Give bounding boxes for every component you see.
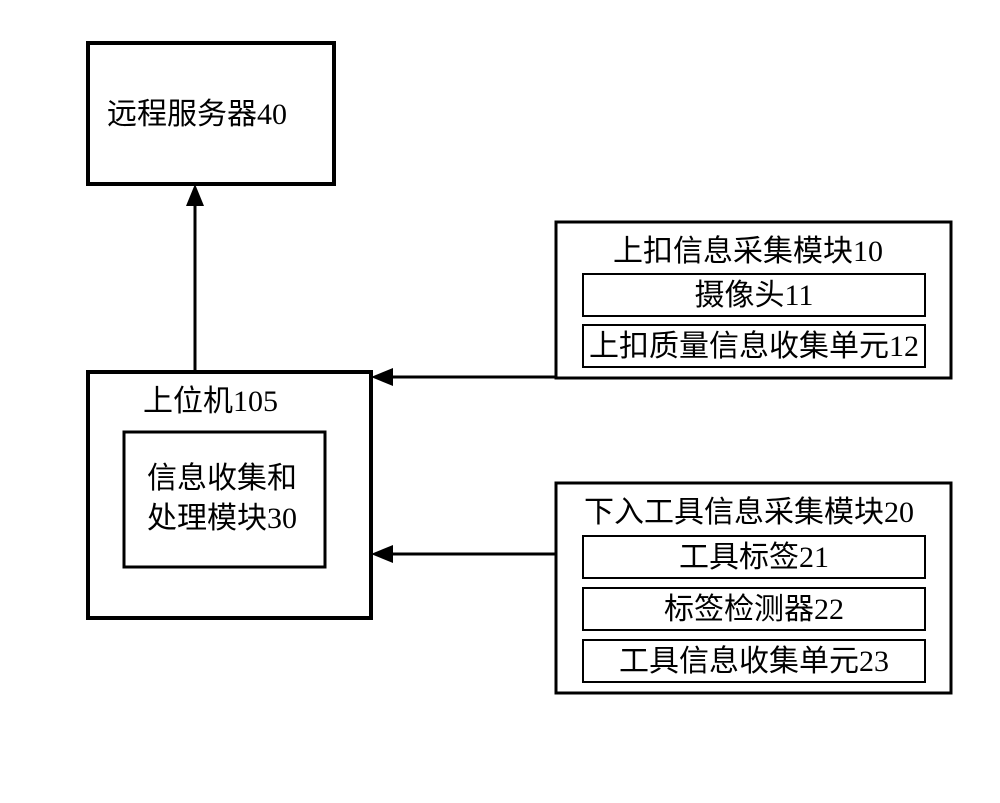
module10-item-1-label: 上扣质量信息收集单元12 <box>589 330 919 363</box>
edge-module10-to-host <box>371 368 556 386</box>
edge-module20-to-host <box>371 545 556 563</box>
info-module-box <box>124 432 325 567</box>
module10-title: 上扣信息采集模块10 <box>613 235 883 268</box>
info-module-label-2: 处理模块30 <box>147 502 297 535</box>
module20-item-0-label: 工具标签21 <box>679 541 829 574</box>
edge-host-to-remote <box>186 184 204 372</box>
remote-server-label: 远程服务器40 <box>107 98 287 131</box>
module10-item-0-label: 摄像头11 <box>695 279 814 312</box>
module20-title: 下入工具信息采集模块20 <box>584 496 914 529</box>
module20-item-2-label: 工具信息收集单元23 <box>619 645 889 678</box>
host-label: 上位机105 <box>143 385 278 418</box>
module20-item-1-label: 标签检测器22 <box>664 593 844 626</box>
info-module-label-1: 信息收集和 <box>147 462 297 495</box>
